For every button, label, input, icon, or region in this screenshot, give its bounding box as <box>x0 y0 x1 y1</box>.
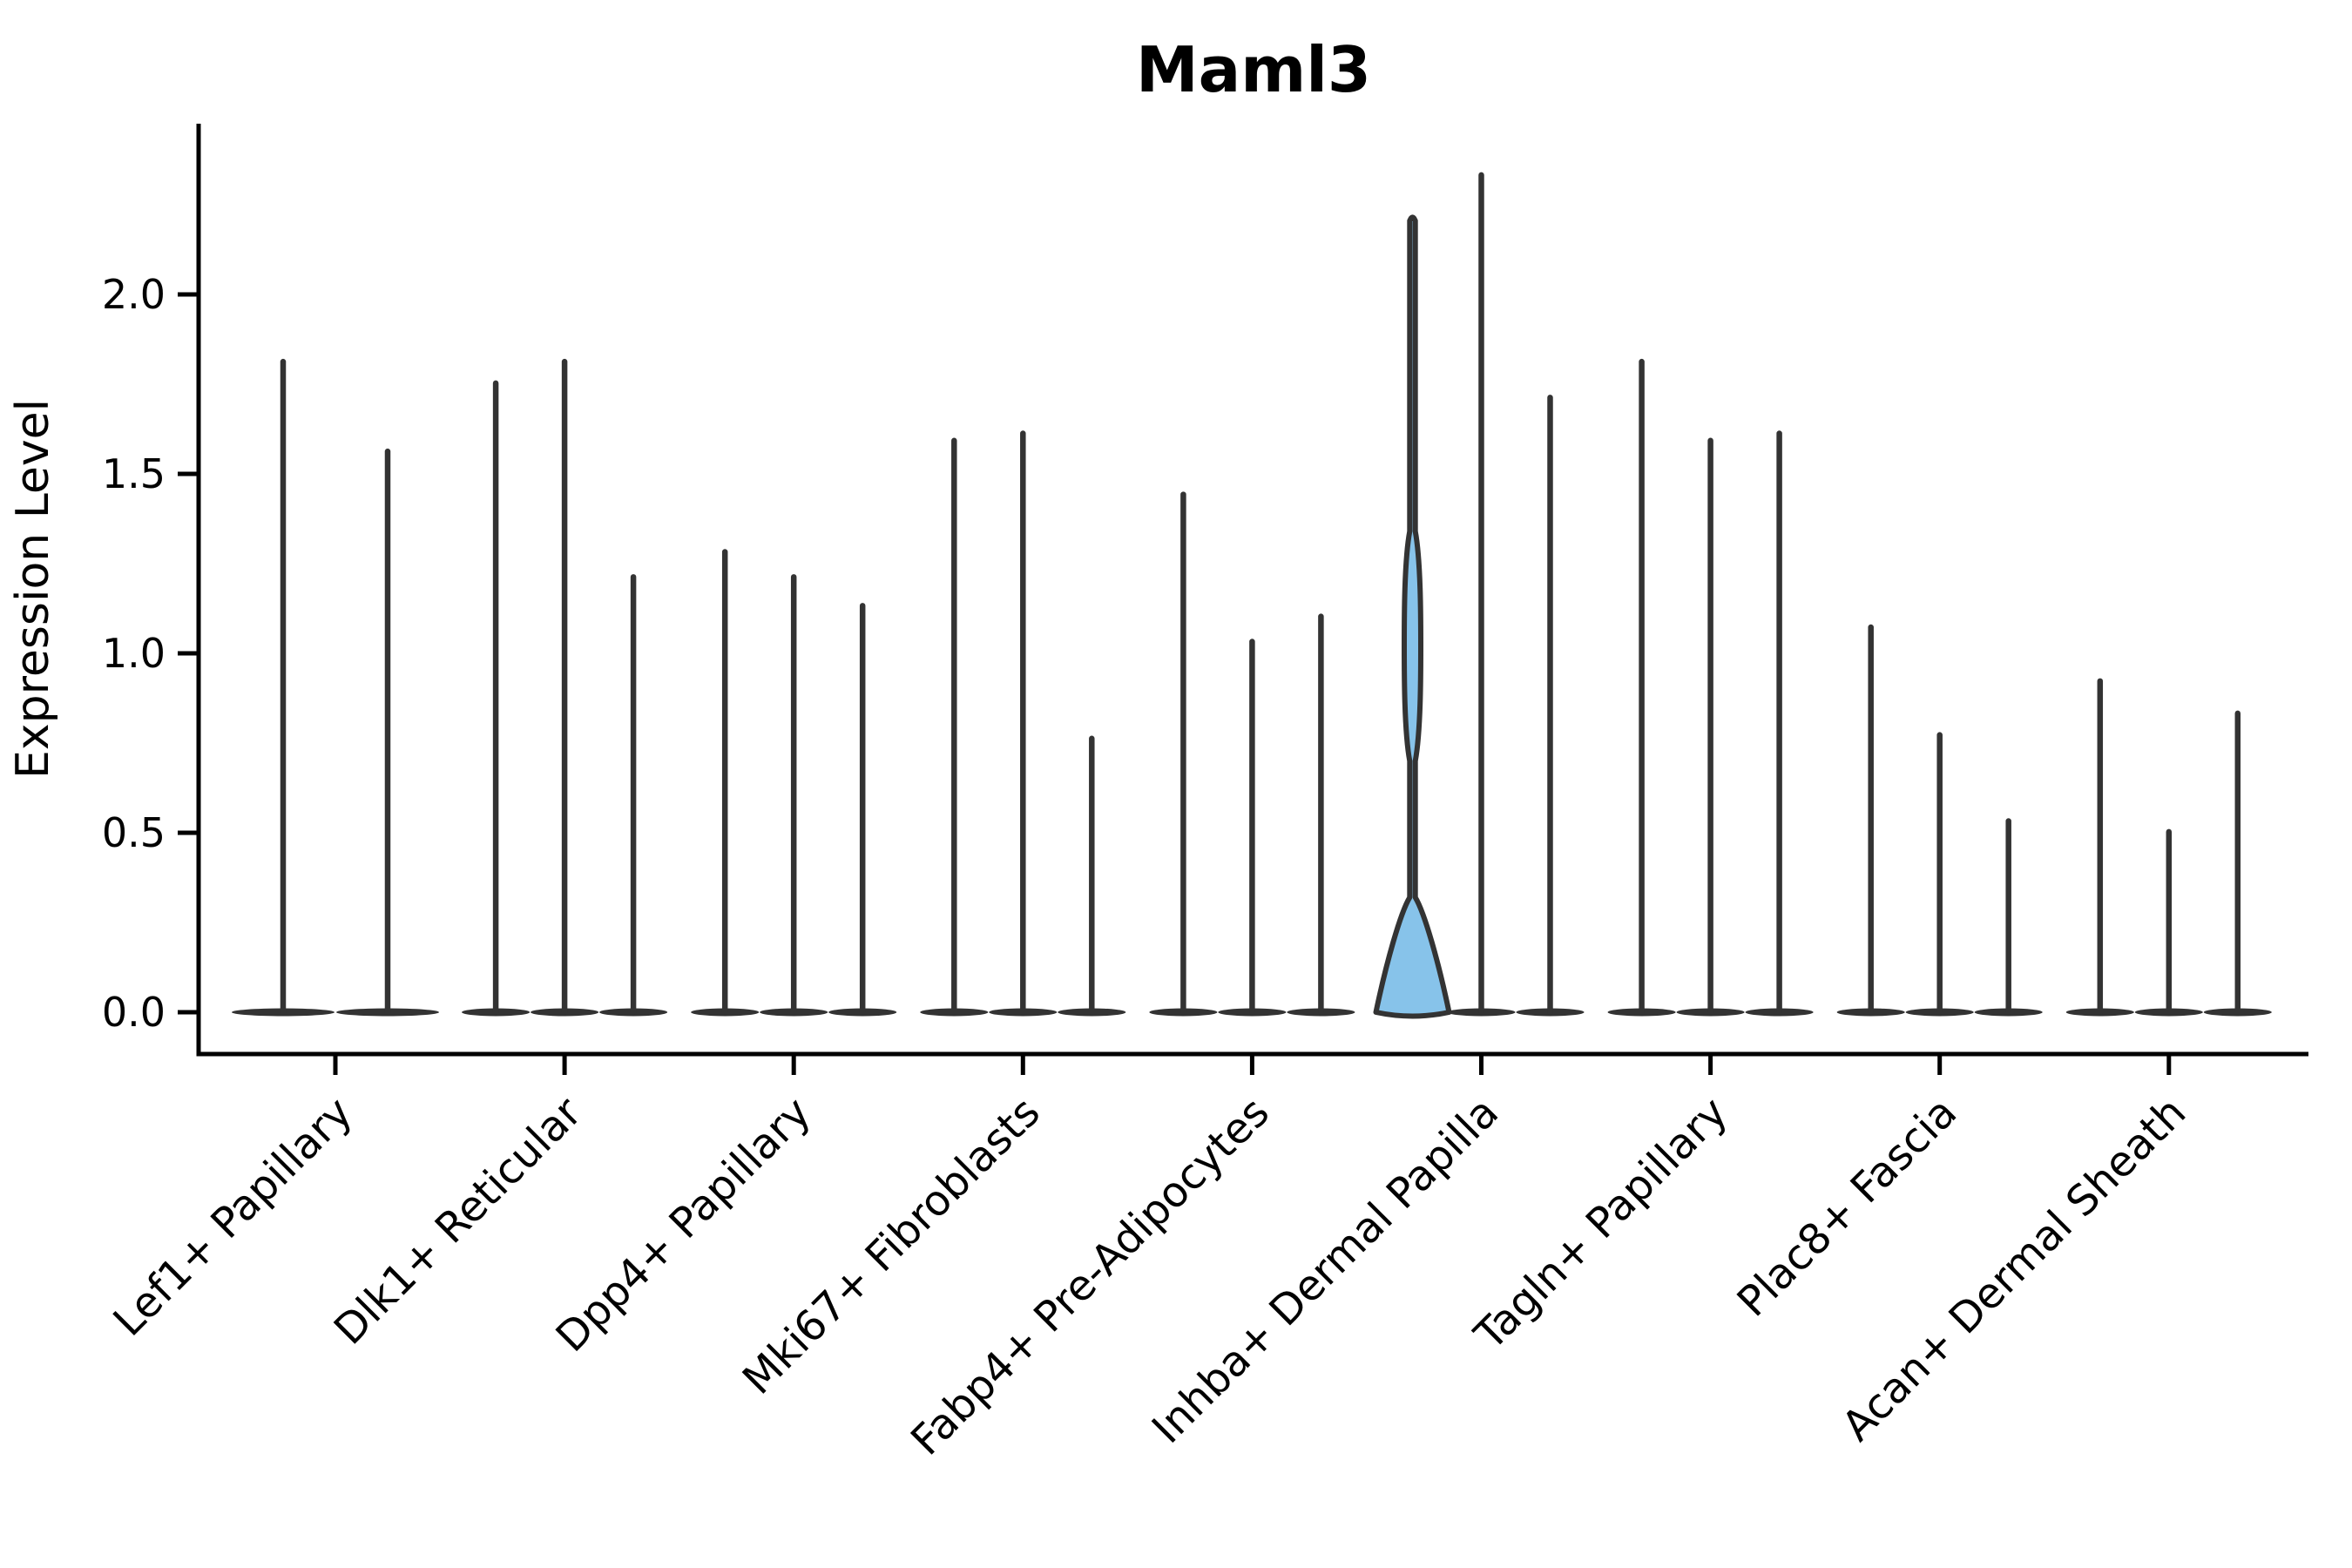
chart-title: Maml3 <box>1136 33 1371 106</box>
y-tick-label: 0.5 <box>102 809 166 856</box>
highlight-violin <box>1373 214 1452 1019</box>
x-tick-label: Dpp4+ Papillary <box>547 1088 821 1362</box>
y-tick-label: 2.0 <box>102 271 166 318</box>
y-axis-label: Expression Level <box>7 399 59 779</box>
x-tick-label: Tagln+ Papillary <box>1465 1088 1737 1360</box>
y-tick-label: 1.5 <box>102 450 166 497</box>
y-tick-label: 0.0 <box>102 989 166 1036</box>
y-tick-label: 1.0 <box>102 630 166 677</box>
x-tick-label: Dlk1+ Reticular <box>325 1088 591 1355</box>
x-tick-label: Lef1+ Papillary <box>105 1088 362 1346</box>
x-tick-label: Plac8+ Fascia <box>1728 1088 1967 1327</box>
